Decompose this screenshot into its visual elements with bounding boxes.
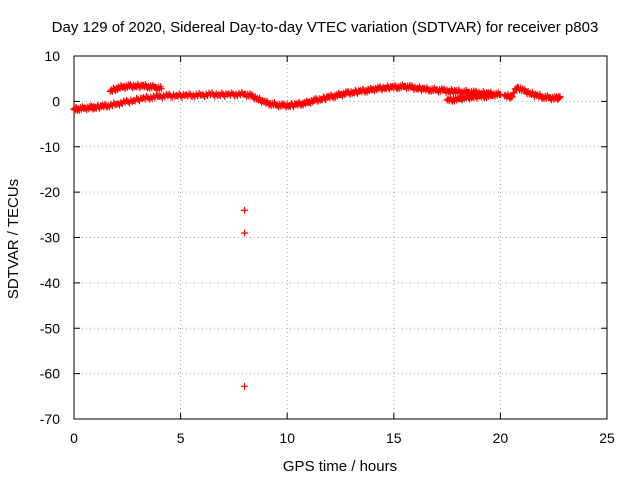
y-tick-label: -40	[40, 275, 60, 291]
x-tick-label: 20	[493, 430, 509, 446]
x-tick-label: 25	[599, 430, 615, 446]
chart-title: Day 129 of 2020, Sidereal Day-to-day VTE…	[52, 19, 599, 36]
outlier-point	[241, 206, 249, 214]
y-tick-label: -30	[40, 230, 60, 246]
x-tick-label: 5	[177, 430, 185, 446]
y-tick-label: -70	[40, 411, 60, 427]
y-tick-label: 10	[44, 48, 60, 64]
data-point	[496, 91, 504, 99]
outlier-point	[241, 382, 249, 390]
y-tick-label: -50	[40, 320, 60, 336]
data-points	[70, 80, 564, 390]
y-axis-label: SDTVAR / TECUs	[5, 179, 22, 299]
x-axis-label: GPS time / hours	[283, 458, 397, 475]
x-tick-label: 10	[279, 430, 295, 446]
data-point	[508, 93, 516, 101]
data-point	[488, 91, 496, 99]
data-point	[555, 94, 563, 102]
plot-frame	[73, 55, 608, 420]
data-point	[157, 85, 165, 93]
x-tick-label: 15	[386, 430, 402, 446]
y-tick-label: -60	[40, 366, 60, 382]
x-tick-label: 0	[70, 430, 78, 446]
data-point	[510, 89, 518, 97]
y-tick-label: -20	[40, 184, 60, 200]
y-tick-label: 0	[52, 93, 60, 109]
data-point	[556, 93, 564, 101]
outlier-point	[241, 229, 249, 237]
grid	[74, 56, 607, 419]
axis-ticks: 0 5 10 15 20 25 10 0 -10 -20 -30 -40 -50 -60 -70	[40, 48, 615, 446]
y-tick-label: -10	[40, 139, 60, 155]
